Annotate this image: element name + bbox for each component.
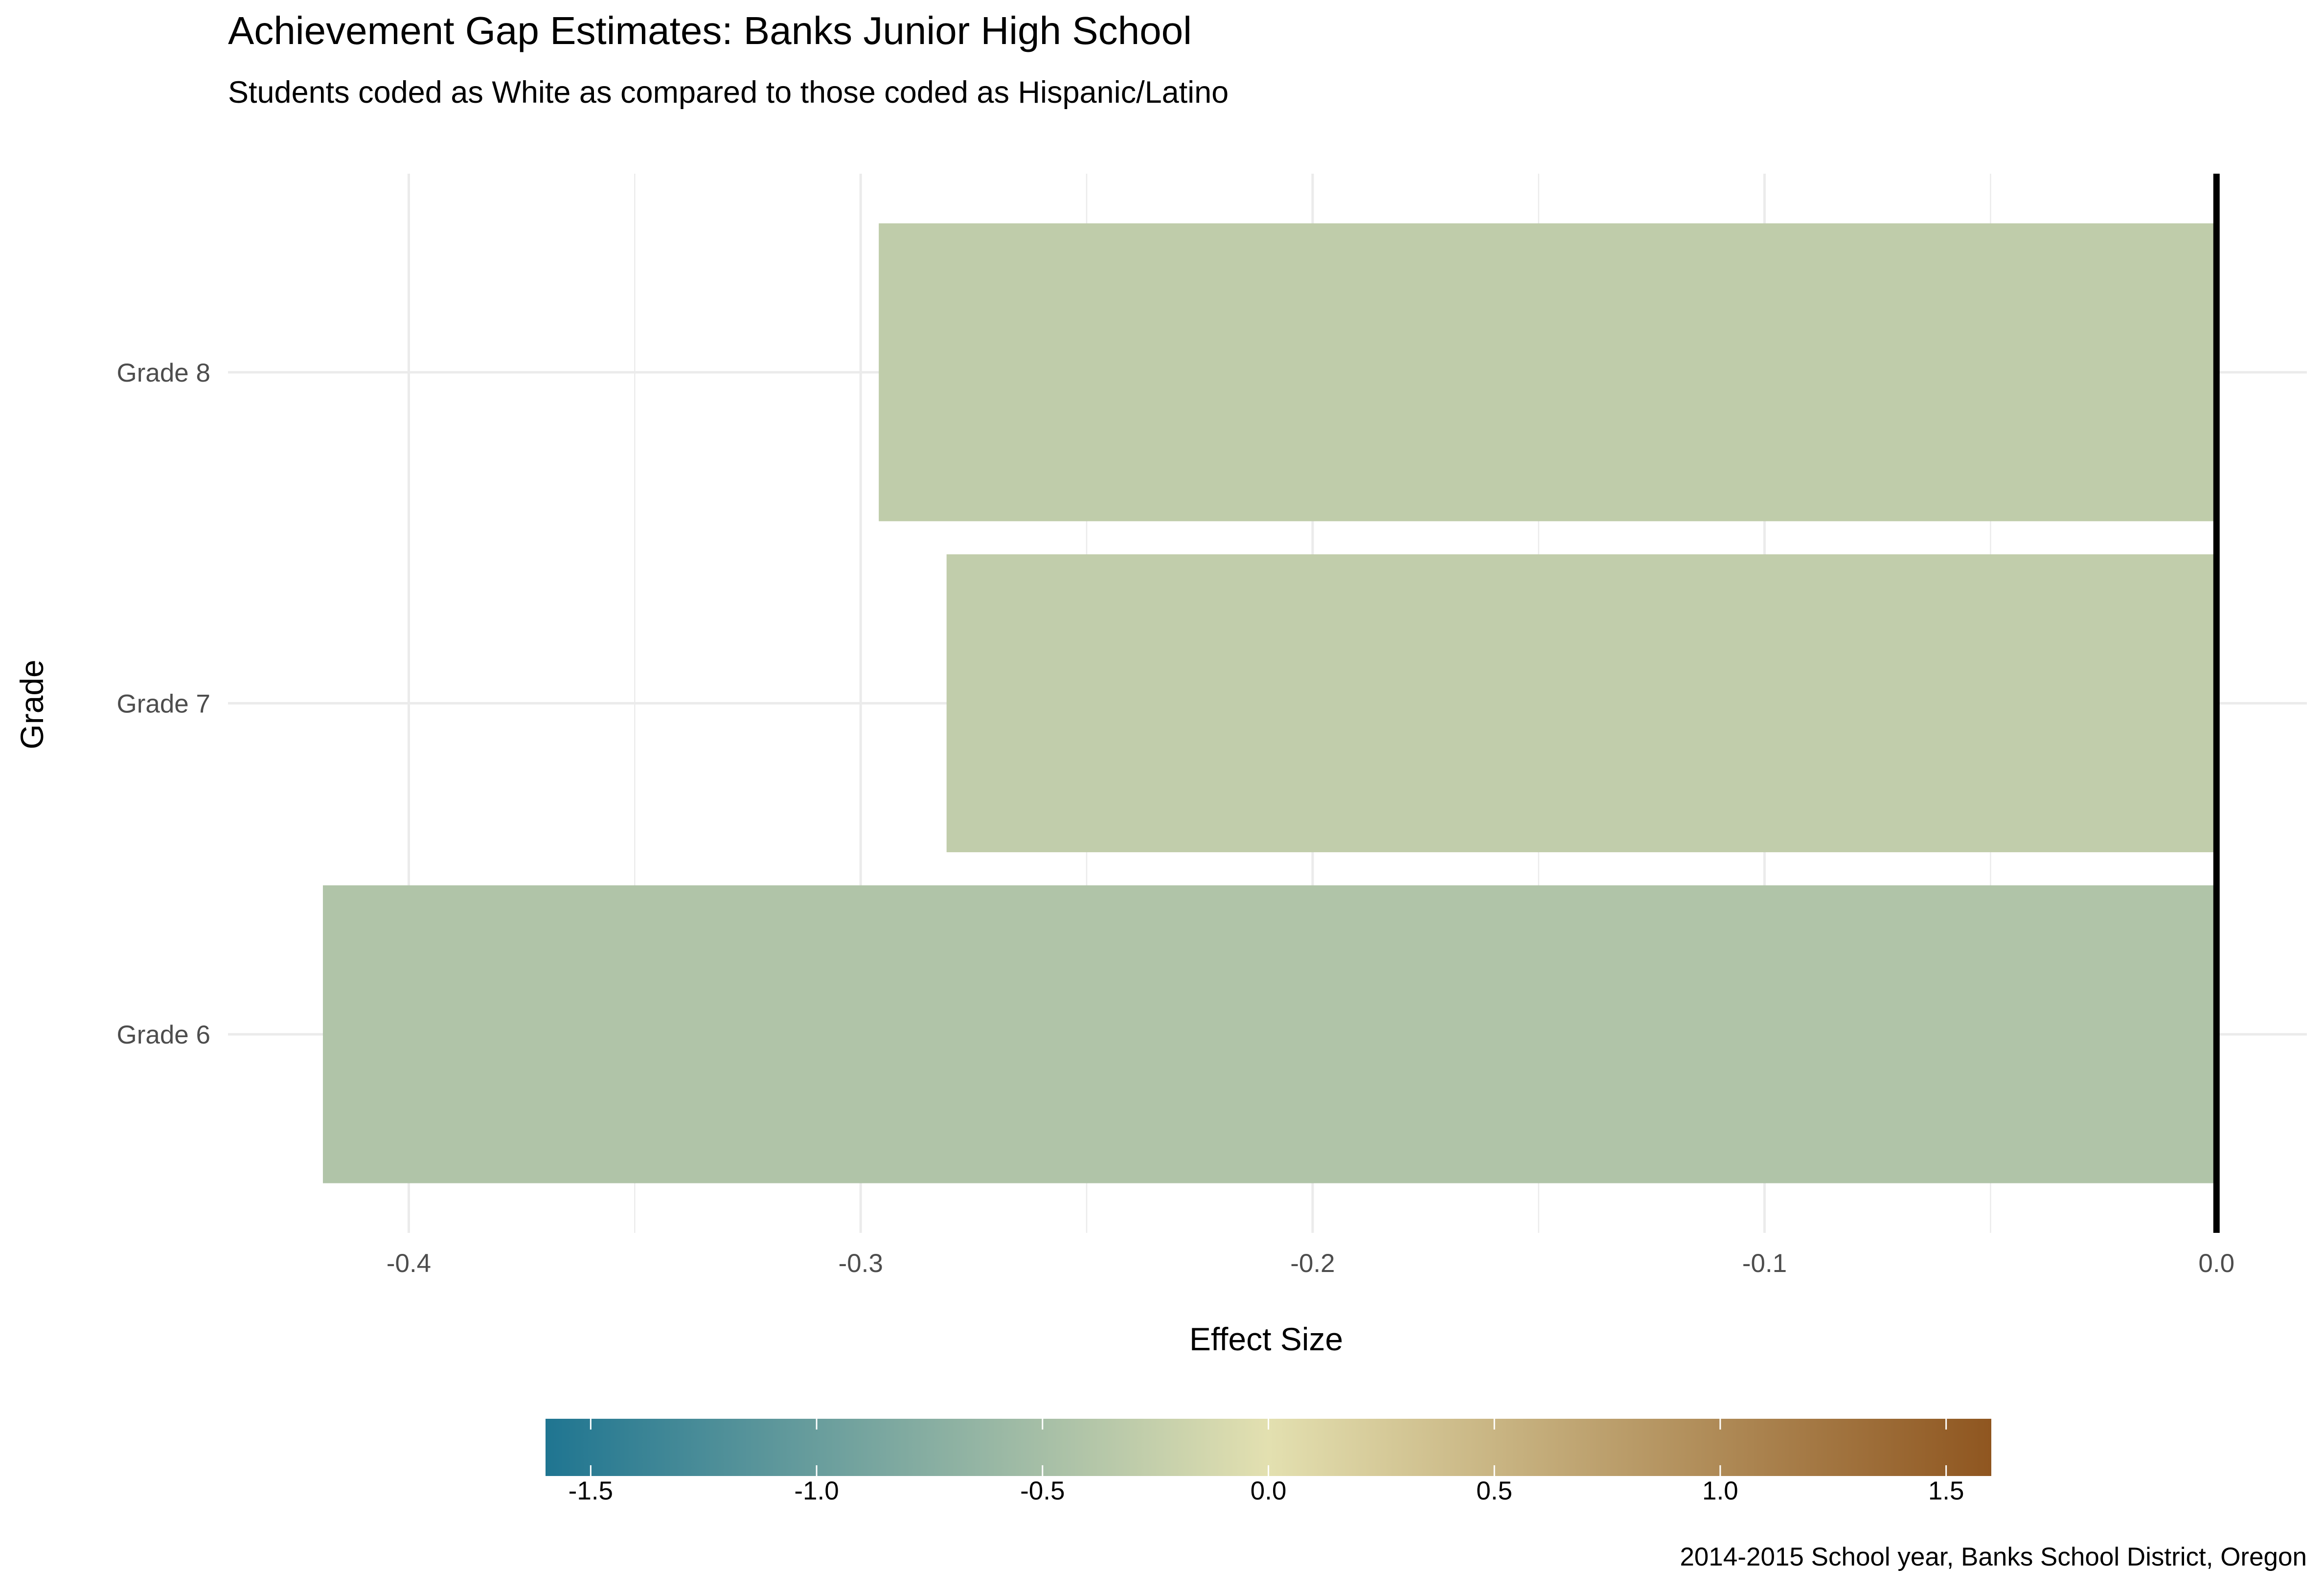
x-tick-label: -0.3 xyxy=(839,1249,883,1278)
y-tick-label: Grade 7 xyxy=(116,690,210,719)
y-tick-label: Grade 8 xyxy=(116,359,210,387)
colorbar-ticks: -1.5 -1.0 -0.5 0.0 0.5 1.0 1.5 xyxy=(569,1419,1964,1505)
chart-title: Achievement Gap Estimates: Banks Junior … xyxy=(228,9,1192,52)
colorbar-tick-label: 0.5 xyxy=(1476,1476,1512,1505)
x-tick-label: 0.0 xyxy=(2198,1249,2234,1278)
x-axis-label: Effect Size xyxy=(1189,1321,1343,1357)
x-tick-labels: -0.4 -0.3 -0.2 -0.1 0.0 xyxy=(387,1249,2234,1278)
colorbar-tick-label: -1.5 xyxy=(569,1476,613,1505)
x-tick-label: -0.1 xyxy=(1742,1249,1787,1278)
bar-grade-6 xyxy=(322,885,2217,1183)
colorbar-tick-label: 0.0 xyxy=(1251,1476,1287,1505)
colorbar-tick-label: 1.5 xyxy=(1928,1476,1964,1505)
bar-grade-7 xyxy=(946,554,2217,852)
bars xyxy=(322,223,2217,1183)
colorbar-tick-label: -1.0 xyxy=(794,1476,839,1505)
colorbar-tick-label: -0.5 xyxy=(1020,1476,1065,1505)
x-tick-label: -0.4 xyxy=(387,1249,431,1278)
y-tick-label: Grade 6 xyxy=(116,1021,210,1049)
chart-caption: 2014-2015 School year, Banks School Dist… xyxy=(1680,1543,2307,1571)
colorbar-tick-label: 1.0 xyxy=(1702,1476,1738,1505)
y-tick-labels: Grade 6 Grade 7 Grade 8 xyxy=(116,359,210,1049)
y-axis-label: Grade xyxy=(14,659,50,749)
chart-subtitle: Students coded as White as compared to t… xyxy=(228,75,1229,110)
x-tick-label: -0.2 xyxy=(1290,1249,1335,1278)
bar-grade-8 xyxy=(879,223,2217,522)
